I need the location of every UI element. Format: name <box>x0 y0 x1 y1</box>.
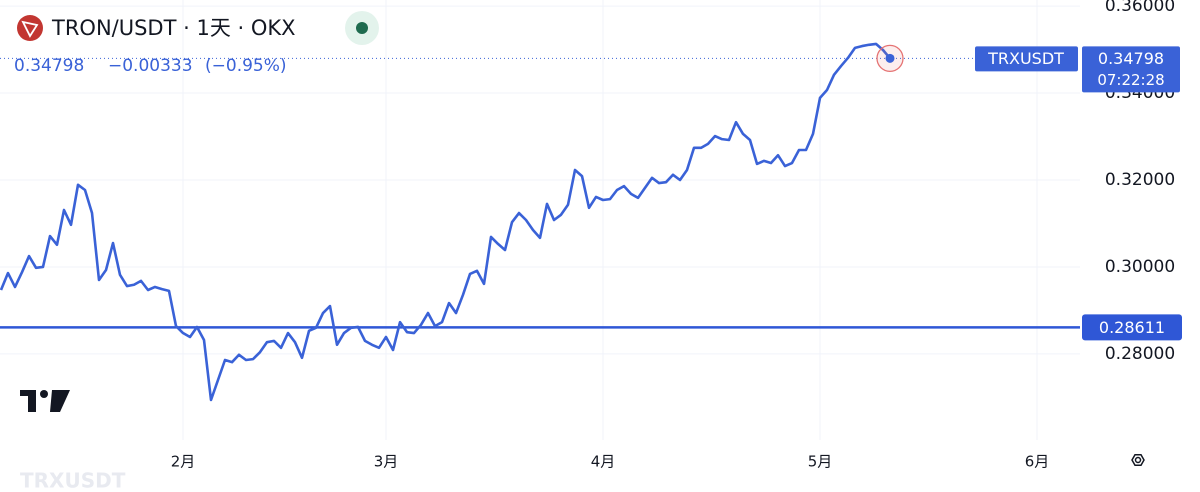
x-tick-label: 5月 <box>808 453 833 471</box>
logo-part <box>28 390 36 412</box>
logo-part <box>40 390 48 398</box>
y-tick-label: 0.30000 <box>1105 257 1175 277</box>
last-price-header: 0.34798 <box>14 56 84 76</box>
grid <box>0 0 1080 440</box>
x-tick-label: 2月 <box>171 453 196 471</box>
x-tick-label: 4月 <box>591 453 616 471</box>
x-tick-label: 6月 <box>1025 453 1050 471</box>
price-line-label-box <box>1082 314 1182 341</box>
countdown-label: 07:22:28 <box>1097 71 1164 89</box>
y-tick-label: 0.28000 <box>1105 344 1175 364</box>
price-line-label: 0.28611 <box>1099 318 1165 337</box>
y-tick-label: 0.36000 <box>1105 0 1175 16</box>
last-point <box>885 53 895 63</box>
tv-logo <box>20 390 70 412</box>
price-change: −0.00333 <box>108 56 193 76</box>
x-tick-label: 3月 <box>374 453 399 471</box>
settings-hexagon[interactable] <box>1131 454 1145 466</box>
plot <box>0 42 1080 402</box>
y-tick-label: 0.32000 <box>1105 170 1175 190</box>
last-price-label: 0.34798 <box>1098 49 1164 68</box>
status-dot <box>356 22 368 34</box>
settings-center <box>1134 456 1142 464</box>
symbol-title[interactable]: TRON/USDT · 1天 · OKX <box>51 16 296 40</box>
settings-icon[interactable] <box>1131 454 1145 466</box>
coin-icon-glyph <box>21 20 39 38</box>
logo-part <box>50 390 70 412</box>
symbol-label: TRXUSDT <box>987 49 1064 68</box>
watermark: TRXUSDT <box>20 469 126 492</box>
price-line-series <box>0 42 891 402</box>
price-change-pct: (−0.95%) <box>205 56 287 76</box>
last-price-box <box>1082 46 1180 93</box>
symbol-label-box <box>975 46 1078 72</box>
